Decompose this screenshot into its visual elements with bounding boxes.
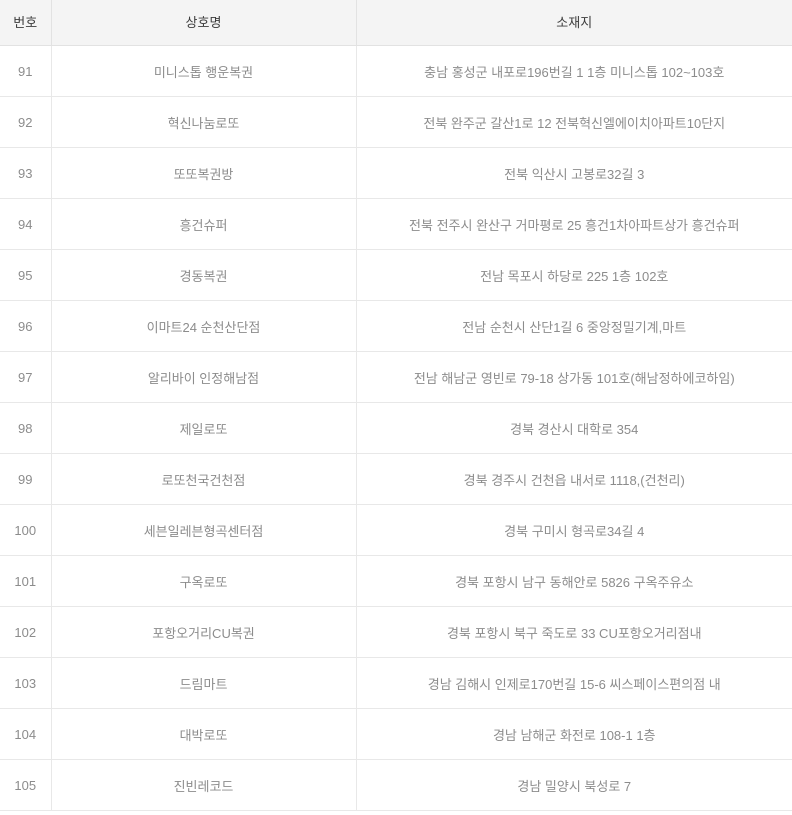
cell-address: 전북 전주시 완산구 거마평로 25 흥건1차아파트상가 흥건슈퍼 [356,198,792,250]
cell-number: 102 [0,606,52,658]
cell-number: 93 [0,147,52,199]
cell-store-name: 포항오거리CU복권 [51,606,357,658]
table-row: 104 대박로또 경남 남해군 화전로 108-1 1층 [0,708,792,760]
table-row: 101 구옥로또 경북 포항시 남구 동해안로 5826 구옥주유소 [0,555,792,607]
cell-number: 99 [0,453,52,505]
cell-store-name: 대박로또 [51,708,357,760]
cell-store-name: 알리바이 인정해남점 [51,351,357,403]
cell-number: 103 [0,657,52,709]
table-header: 번호 상호명 소재지 [0,0,792,46]
cell-store-name: 흥건슈퍼 [51,198,357,250]
table-row: 97 알리바이 인정해남점 전남 해남군 영빈로 79-18 상가동 101호(해남… [0,351,792,403]
cell-store-name: 로또천국건천점 [51,453,357,505]
table-body: 91 미니스톱 행운복권 충남 홍성군 내포로196번길 1 1층 미니스톱 102… [0,45,792,811]
table-header-row: 번호 상호명 소재지 [0,0,792,46]
cell-address: 경북 경산시 대학로 354 [356,402,792,454]
column-header-number: 번호 [0,0,52,46]
cell-number: 105 [0,759,52,811]
table-row: 98 제일로또 경북 경산시 대학로 354 [0,402,792,454]
table-row: 102 포항오거리CU복권 경북 포항시 북구 죽도로 33 CU포항오거리점내 [0,606,792,658]
table-row: 94 흥건슈퍼 전북 전주시 완산구 거마평로 25 흥건1차아파트상가 흥건슈퍼 [0,198,792,250]
table-row: 105 진빈레코드 경남 밀양시 북성로 7 [0,759,792,811]
cell-address: 충남 홍성군 내포로196번길 1 1층 미니스톱 102~103호 [356,45,792,97]
table-row: 96 이마트24 순천산단점 전남 순천시 산단1길 6 중앙정밀기계,마트 [0,300,792,352]
table-row: 95 경동복권 전남 목포시 하당로 225 1층 102호 [0,249,792,301]
cell-number: 96 [0,300,52,352]
cell-address: 전북 익산시 고봉로32길 3 [356,147,792,199]
table-row: 93 또또복권방 전북 익산시 고봉로32길 3 [0,147,792,199]
cell-address: 경남 밀양시 북성로 7 [356,759,792,811]
cell-store-name: 구옥로또 [51,555,357,607]
table-row: 103 드림마트 경남 김해시 인제로170번길 15-6 씨스페이스편의점 내 [0,657,792,709]
cell-address: 전남 해남군 영빈로 79-18 상가동 101호(해남정하에코하임) [356,351,792,403]
cell-number: 92 [0,96,52,148]
cell-address: 전남 목포시 하당로 225 1층 102호 [356,249,792,301]
cell-number: 91 [0,45,52,97]
column-header-address: 소재지 [356,0,792,46]
cell-number: 95 [0,249,52,301]
cell-address: 경북 구미시 형곡로34길 4 [356,504,792,556]
cell-address: 경남 김해시 인제로170번길 15-6 씨스페이스편의점 내 [356,657,792,709]
cell-address: 경북 포항시 북구 죽도로 33 CU포항오거리점내 [356,606,792,658]
cell-address: 전북 완주군 갈산1로 12 전북혁신엘에이치아파트10단지 [356,96,792,148]
cell-number: 98 [0,402,52,454]
cell-store-name: 혁신나눔로또 [51,96,357,148]
table-row: 99 로또천국건천점 경북 경주시 건천읍 내서로 1118,(건천리) [0,453,792,505]
cell-store-name: 경동복권 [51,249,357,301]
cell-store-name: 제일로또 [51,402,357,454]
cell-number: 94 [0,198,52,250]
cell-store-name: 진빈레코드 [51,759,357,811]
cell-store-name: 미니스톱 행운복권 [51,45,357,97]
table-row: 100 세븐일레븐형곡센터점 경북 구미시 형곡로34길 4 [0,504,792,556]
cell-address: 전남 순천시 산단1길 6 중앙정밀기계,마트 [356,300,792,352]
cell-address: 경남 남해군 화전로 108-1 1층 [356,708,792,760]
cell-number: 97 [0,351,52,403]
table-row: 91 미니스톱 행운복권 충남 홍성군 내포로196번길 1 1층 미니스톱 102… [0,45,792,97]
cell-address: 경북 경주시 건천읍 내서로 1118,(건천리) [356,453,792,505]
cell-number: 100 [0,504,52,556]
table-row: 92 혁신나눔로또 전북 완주군 갈산1로 12 전북혁신엘에이치아파트10단지 [0,96,792,148]
cell-number: 104 [0,708,52,760]
cell-store-name: 세븐일레븐형곡센터점 [51,504,357,556]
cell-store-name: 드림마트 [51,657,357,709]
cell-number: 101 [0,555,52,607]
cell-store-name: 또또복권방 [51,147,357,199]
column-header-store-name: 상호명 [51,0,357,46]
cell-store-name: 이마트24 순천산단점 [51,300,357,352]
cell-address: 경북 포항시 남구 동해안로 5826 구옥주유소 [356,555,792,607]
